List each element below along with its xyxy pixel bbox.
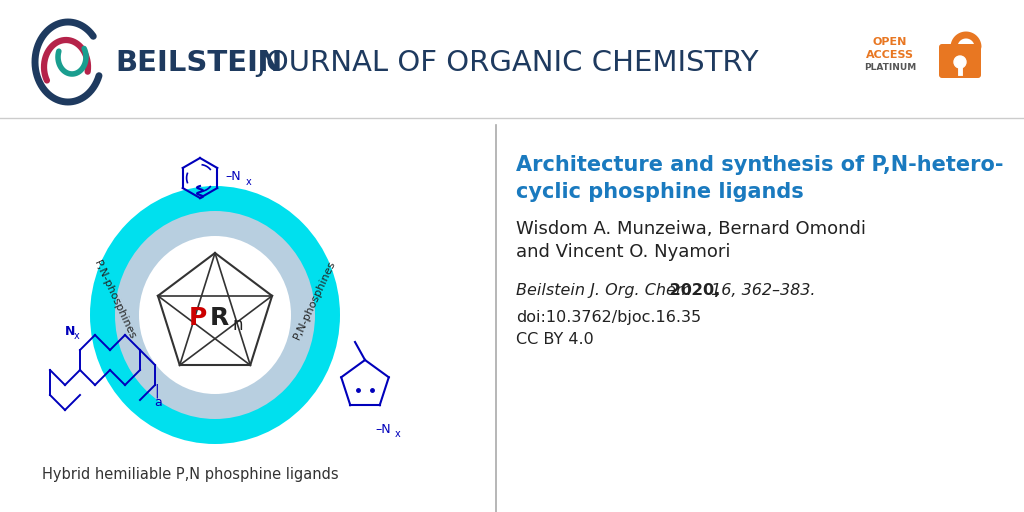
Text: OPEN: OPEN xyxy=(872,37,907,47)
Text: Hybrid hemiliable P,N phosphine ligands: Hybrid hemiliable P,N phosphine ligands xyxy=(42,467,338,482)
Text: n: n xyxy=(233,316,244,334)
FancyBboxPatch shape xyxy=(939,44,981,78)
Text: 2020,: 2020, xyxy=(664,283,720,298)
Text: R: R xyxy=(210,306,229,330)
Text: CC BY 4.0: CC BY 4.0 xyxy=(516,332,594,347)
Text: x: x xyxy=(74,331,80,341)
Text: 16, 362–383.: 16, 362–383. xyxy=(706,283,815,298)
Text: PLATINUM: PLATINUM xyxy=(864,63,916,73)
Text: BEILSTEIN: BEILSTEIN xyxy=(115,49,283,77)
Text: P,N-phosphines: P,N-phosphines xyxy=(92,259,138,341)
Text: x: x xyxy=(395,429,400,439)
Ellipse shape xyxy=(90,186,340,444)
Text: –N: –N xyxy=(375,423,390,436)
Ellipse shape xyxy=(139,236,291,394)
Text: |: | xyxy=(154,384,159,398)
Ellipse shape xyxy=(115,211,315,419)
Text: Wisdom A. Munzeiwa, Bernard Omondi: Wisdom A. Munzeiwa, Bernard Omondi xyxy=(516,220,866,238)
Circle shape xyxy=(954,56,966,68)
Text: ACCESS: ACCESS xyxy=(866,50,914,60)
Text: JOURNAL OF ORGANIC CHEMISTRY: JOURNAL OF ORGANIC CHEMISTRY xyxy=(248,49,759,77)
Text: –N: –N xyxy=(225,169,241,182)
Text: cyclic phosphine ligands: cyclic phosphine ligands xyxy=(516,182,804,202)
Text: a: a xyxy=(154,396,162,409)
Text: Beilstein J. Org. Chem.: Beilstein J. Org. Chem. xyxy=(516,283,696,298)
Text: P: P xyxy=(188,306,207,330)
Text: and Vincent O. Nyamori: and Vincent O. Nyamori xyxy=(516,243,730,261)
Text: doi:10.3762/bjoc.16.35: doi:10.3762/bjoc.16.35 xyxy=(516,310,701,325)
Text: P,N-phosphines: P,N-phosphines xyxy=(292,259,338,341)
Text: N: N xyxy=(65,325,76,338)
Text: x: x xyxy=(246,177,252,187)
Text: Architecture and synthesis of P,N-hetero-: Architecture and synthesis of P,N-hetero… xyxy=(516,155,1004,175)
